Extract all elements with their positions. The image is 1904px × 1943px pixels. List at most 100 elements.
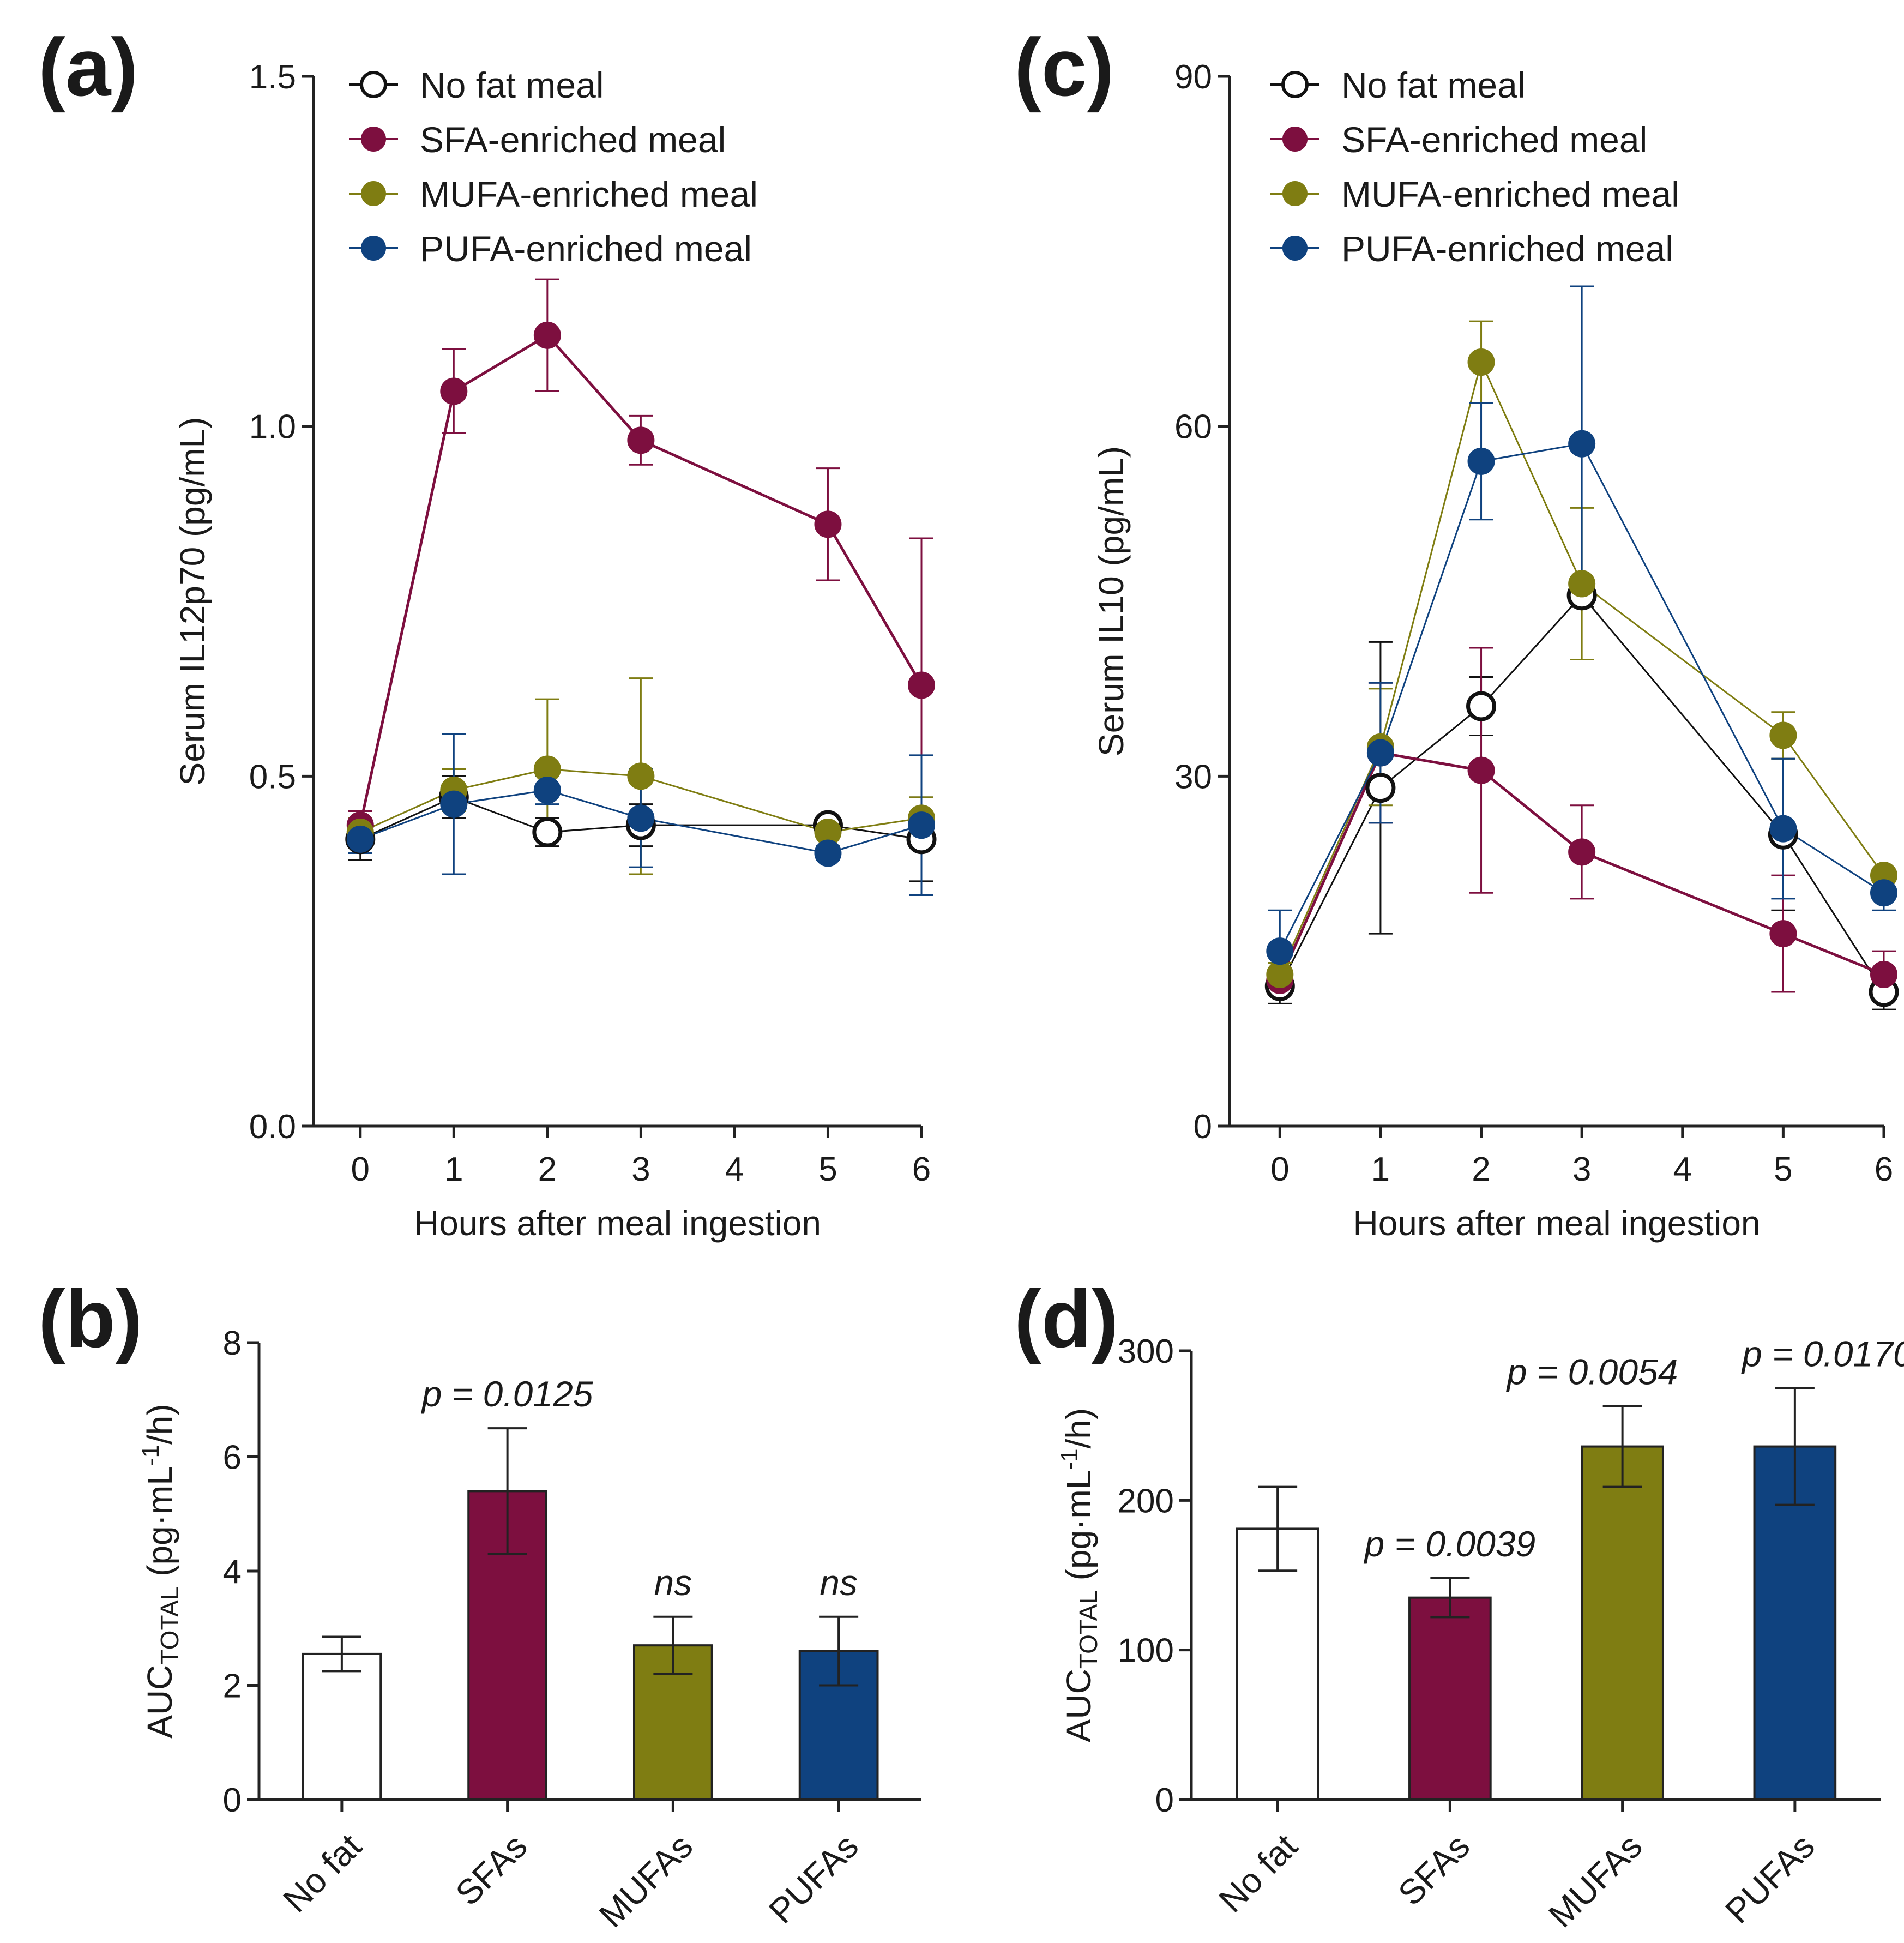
data-point-sfa <box>440 377 468 405</box>
legend-label-pufa: PUFA-enriched meal <box>1341 228 1673 269</box>
series-line-sfa <box>1279 751 1884 981</box>
panel-b-chart: (b) 0 2 4 6 8 No fat SFAs p = 0.0125 MUFAs ns PUFA… <box>38 1273 921 1935</box>
y-tick-label: 90 <box>1174 58 1212 96</box>
x-tick-label: 1 <box>444 1151 463 1188</box>
y-tick-label: 30 <box>1174 758 1212 796</box>
data-point-pufa <box>1568 430 1596 458</box>
x-tick-label: 4 <box>1673 1151 1692 1188</box>
x-tick-label: 3 <box>1572 1151 1591 1188</box>
data-point-mufa <box>1769 721 1797 749</box>
y-tick-label: 1.5 <box>249 58 296 96</box>
data-point-nofat <box>1365 773 1396 803</box>
legend-marker-pufa <box>361 236 386 261</box>
y-tick-label: 4 <box>223 1553 242 1591</box>
legend-label-pufa: PUFA-enriched meal <box>420 228 752 269</box>
data-point-pufa <box>1467 447 1495 475</box>
y-axis-title: Serum IL12p70 (pg/mL) <box>173 417 212 786</box>
y-tick-label: 1.0 <box>249 408 296 446</box>
x-axis-title: Hours after meal ingestion <box>1353 1204 1760 1243</box>
y-axis-title-unit_a: (pg·mL <box>140 1466 179 1586</box>
y-tick-label: 200 <box>1118 1482 1174 1520</box>
significance-label-pufa: p = 0.0170 <box>1741 1334 1904 1374</box>
category-label-sfa: SFAs <box>448 1826 534 1913</box>
data-point-sfa <box>1870 960 1897 988</box>
y-tick-label: 2 <box>223 1668 242 1705</box>
data-point-mufa <box>1266 960 1294 988</box>
data-point-pufa <box>1366 739 1394 767</box>
y-axis-title-unit_a: (pg·mL <box>1059 1470 1098 1591</box>
x-tick-label: 0 <box>351 1151 370 1188</box>
data-point-nofat <box>1466 691 1497 721</box>
legend-marker-mufa <box>361 181 386 206</box>
series-line-sfa <box>359 333 923 826</box>
data-point-pufa <box>346 825 374 853</box>
bar-nofat <box>302 1652 382 1801</box>
series-line-nofat <box>360 796 922 840</box>
x-tick-label: 2 <box>1472 1151 1490 1188</box>
panel-label-b: (b) <box>38 1273 143 1364</box>
data-point-pufa <box>440 790 468 818</box>
series-line-pufa <box>1279 443 1884 952</box>
category-label-mufa: MUFAs <box>592 1826 700 1935</box>
y-tick-label: 0.5 <box>249 758 296 796</box>
legend-label-nofat: No fat meal <box>1341 65 1525 105</box>
legend-marker-sfa <box>1282 127 1308 152</box>
data-point-sfa <box>1568 838 1596 866</box>
y-tick-label: 6 <box>223 1439 242 1477</box>
data-point-mufa <box>1568 570 1596 598</box>
data-point-sfa <box>814 510 842 538</box>
y-axis-title-sub: TOTAL <box>155 1586 184 1665</box>
series-line-pufa <box>360 789 922 855</box>
significance-label-mufa: ns <box>654 1562 692 1603</box>
legend-label-sfa: SFA-enriched meal <box>420 119 726 160</box>
panel-label-c: (c) <box>1014 21 1114 113</box>
panel-d-chart: (d) 0 100 200 300 No fat SFAs p = 0.0039 MUFAs p… <box>1014 1273 1904 1935</box>
data-point-nofat <box>532 817 563 847</box>
y-tick-label: 60 <box>1174 408 1212 446</box>
x-tick-label: 6 <box>912 1151 931 1188</box>
category-label-pufa: PUFAs <box>761 1826 866 1931</box>
y-axis-title-sup: -1 <box>1056 1448 1083 1470</box>
legend-label-nofat: No fat meal <box>420 65 604 105</box>
x-tick-label: 5 <box>818 1151 837 1188</box>
y-tick-label: 8 <box>223 1325 242 1362</box>
data-point-pufa <box>1266 937 1294 965</box>
legend-marker-pufa <box>1282 236 1308 261</box>
panel-a-chart: (a) 0.0 0.5 1.0 1.5 0 1 2 3 4 5 6 Hours after meal … <box>38 21 937 1243</box>
data-point-sfa <box>908 671 935 699</box>
legend-label-sfa: SFA-enriched meal <box>1341 119 1647 160</box>
y-axis-title-unit_b: /h) <box>1059 1408 1098 1449</box>
category-label-mufa: MUFAs <box>1541 1826 1649 1935</box>
data-point-pufa <box>627 804 655 832</box>
y-tick-label: 0 <box>223 1782 242 1819</box>
category-label-sfa: SFAs <box>1390 1826 1477 1913</box>
significance-label-sfa: p = 0.0125 <box>421 1374 593 1414</box>
panel-label-d: (d) <box>1014 1273 1119 1364</box>
significance-label-pufa: ns <box>820 1562 858 1603</box>
data-point-pufa <box>908 811 935 839</box>
x-tick-label: 0 <box>1270 1151 1289 1188</box>
legend-marker-sfa <box>361 127 386 152</box>
legend-label-mufa: MUFA-enriched meal <box>1341 174 1679 214</box>
y-axis-title: AUCTOTAL (pg·mL-1/h) <box>1056 1408 1102 1742</box>
y-tick-label: 300 <box>1118 1333 1174 1370</box>
y-axis-title: Serum IL10 (pg/mL) <box>1092 446 1131 756</box>
data-point-pufa <box>533 777 561 804</box>
data-point-sfa <box>533 321 561 349</box>
y-axis-title-main: AUC <box>1059 1669 1098 1742</box>
y-tick-label: 0 <box>1194 1108 1212 1146</box>
panel-c-chart: (c) 0 30 60 90 0 1 2 3 4 5 6 Hours after meal inges… <box>1014 21 1899 1243</box>
data-point-sfa <box>1467 756 1495 784</box>
x-axis-title: Hours after meal ingestion <box>414 1204 821 1243</box>
y-tick-label: 0 <box>1155 1782 1174 1819</box>
x-tick-label: 6 <box>1875 1151 1893 1188</box>
bar-sfa <box>1408 1596 1492 1801</box>
y-axis-title-main: AUC <box>140 1665 179 1739</box>
data-point-pufa <box>1870 879 1897 907</box>
y-axis-title-sup: -1 <box>137 1445 164 1466</box>
y-axis-title-unit_b: /h) <box>140 1404 179 1445</box>
x-tick-label: 5 <box>1774 1151 1792 1188</box>
bar-mufa <box>1581 1445 1664 1801</box>
legend-label-mufa: MUFA-enriched meal <box>420 174 758 214</box>
